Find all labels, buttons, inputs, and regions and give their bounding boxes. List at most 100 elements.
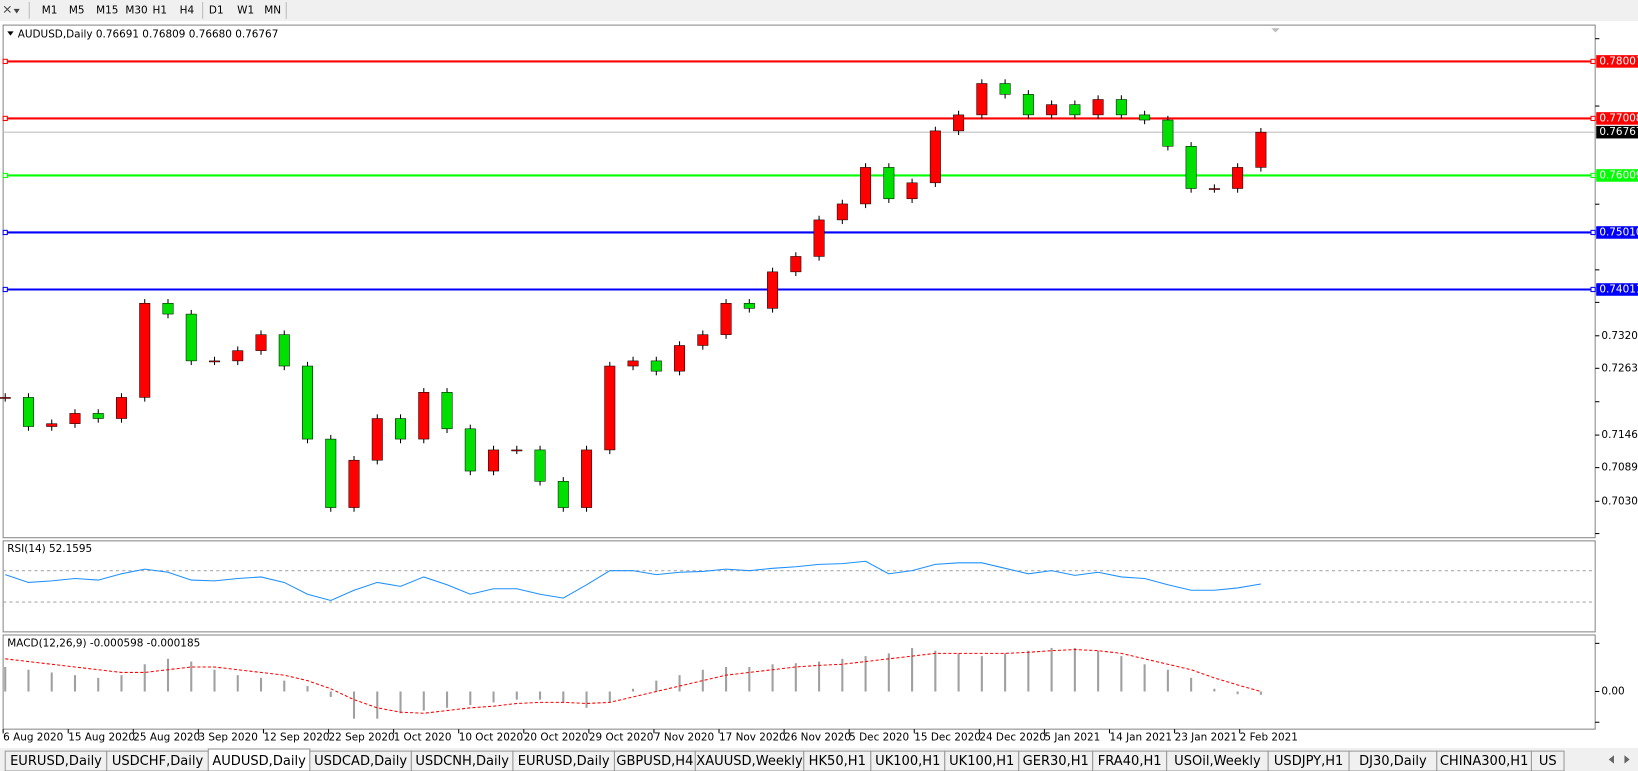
level-handle[interactable] xyxy=(2,58,8,65)
rsi-line xyxy=(5,560,1261,602)
level-box xyxy=(1596,283,1638,296)
x-tick-label: 1 Oct 2020 xyxy=(394,732,452,744)
candle xyxy=(976,83,988,116)
tab-label[interactable]: GER30,H1 xyxy=(1023,754,1089,769)
tab-label[interactable]: UK100,H1 xyxy=(949,754,1014,769)
menu-arrow xyxy=(7,31,14,36)
candle xyxy=(1115,99,1127,116)
level-box xyxy=(1596,55,1638,68)
candle xyxy=(441,392,453,430)
level-label: 0.76009 xyxy=(1599,169,1638,181)
level-handle[interactable] xyxy=(1590,58,1596,65)
candle xyxy=(162,302,174,315)
level-handle[interactable] xyxy=(2,229,8,236)
candle xyxy=(743,302,755,309)
timeframe-button[interactable]: MN xyxy=(264,4,281,16)
signal-line xyxy=(5,649,1262,714)
x-tick-label: 24 Dec 2020 xyxy=(979,732,1046,744)
tab-label[interactable]: DJ30,Daily xyxy=(1359,754,1427,769)
level-handle[interactable] xyxy=(2,172,8,179)
candle xyxy=(1255,131,1267,168)
tab-label[interactable]: USOil,Weekly xyxy=(1174,754,1261,769)
x-tick-label: 20 Oct 2020 xyxy=(524,732,588,744)
crosshair-icon[interactable] xyxy=(3,5,20,14)
chart-header: AUDUSD,Daily 0.76691 0.76809 0.76680 0.7… xyxy=(18,29,279,41)
tab-label[interactable]: USDCNH,Daily xyxy=(415,754,509,769)
candle xyxy=(371,418,383,461)
candle xyxy=(511,449,523,452)
candle xyxy=(1185,146,1197,189)
candle xyxy=(22,397,34,427)
candle xyxy=(46,423,58,427)
tab-label[interactable]: USDCHF,Daily xyxy=(112,754,204,769)
timeframe-button[interactable]: M1 xyxy=(42,4,58,16)
timeframe-button[interactable]: W1 xyxy=(237,4,254,16)
x-tick-label: 29 Oct 2020 xyxy=(589,732,653,744)
candle xyxy=(1162,119,1174,147)
level-handle[interactable] xyxy=(2,115,8,122)
tab-label[interactable]: CHINA300,H1 xyxy=(1440,754,1529,769)
x-tick-label: 26 Nov 2020 xyxy=(784,732,851,744)
tab-label[interactable]: UK100,H1 xyxy=(875,754,940,769)
tab-label[interactable]: XAUUSD,Weekly xyxy=(696,754,803,769)
timeframe-button[interactable]: D1 xyxy=(209,4,224,16)
rsi-pane xyxy=(2,540,1596,633)
candle xyxy=(209,360,220,363)
candle xyxy=(418,392,430,440)
level-handle[interactable] xyxy=(1590,229,1596,236)
timeframe-button[interactable]: M5 xyxy=(69,4,85,16)
candle xyxy=(860,167,872,205)
tab[interactable] xyxy=(1530,750,1565,771)
candle xyxy=(790,256,802,273)
timeframe-button[interactable]: M30 xyxy=(125,4,147,16)
level-handle[interactable] xyxy=(1590,115,1596,122)
candle xyxy=(953,114,965,132)
candle xyxy=(627,360,639,367)
candle xyxy=(767,271,779,309)
shift-marker xyxy=(1271,28,1280,33)
tab-label[interactable]: USDCAD,Daily xyxy=(314,754,407,769)
candle xyxy=(278,334,290,367)
timeframe-button[interactable]: M15 xyxy=(96,4,118,16)
candle xyxy=(650,360,662,372)
timeframe-button[interactable]: H1 xyxy=(153,4,167,16)
candle xyxy=(906,182,918,200)
x-tick-label: 7 Nov 2020 xyxy=(654,732,714,744)
level-handle[interactable] xyxy=(1590,286,1596,293)
candle xyxy=(534,449,546,482)
x-tick-label: 12 Sep 2020 xyxy=(263,732,329,744)
candle xyxy=(232,350,244,362)
x-tick-label: 15 Aug 2020 xyxy=(68,732,135,744)
level-handle[interactable] xyxy=(2,286,8,293)
candle xyxy=(697,334,709,346)
x-tick-label: 23 Jan 2021 xyxy=(1175,732,1238,744)
tab-label[interactable]: GBPUSD,H4 xyxy=(616,754,693,769)
level-box xyxy=(1596,226,1638,239)
candle xyxy=(557,481,569,508)
candle xyxy=(139,302,151,398)
tab-label[interactable]: USDJPY,H1 xyxy=(1274,754,1343,769)
x-tick-label: 17 Nov 2020 xyxy=(719,732,786,744)
candle xyxy=(999,83,1011,95)
tab-label[interactable]: EURUSD,Daily xyxy=(518,754,610,769)
tab-label[interactable]: US xyxy=(1539,754,1557,769)
candle xyxy=(581,449,593,508)
level-handle[interactable] xyxy=(1590,172,1596,179)
tab-label[interactable]: AUDUSD,Daily xyxy=(212,754,306,769)
tab-label[interactable]: EURUSD,Daily xyxy=(10,754,102,769)
candle xyxy=(92,413,104,419)
tab-label[interactable]: FRA40,H1 xyxy=(1098,754,1162,769)
level-label: 0.74011 xyxy=(1599,283,1638,295)
candle xyxy=(1069,104,1081,116)
tab-scroll[interactable] xyxy=(1608,755,1630,764)
macd-pane xyxy=(2,634,1596,730)
candle xyxy=(883,167,895,200)
timeframe-button[interactable]: H4 xyxy=(180,4,195,16)
level-box xyxy=(1596,112,1638,125)
level-label: 0.78007 xyxy=(1599,55,1638,67)
tab-label[interactable]: HK50,H1 xyxy=(809,754,866,769)
